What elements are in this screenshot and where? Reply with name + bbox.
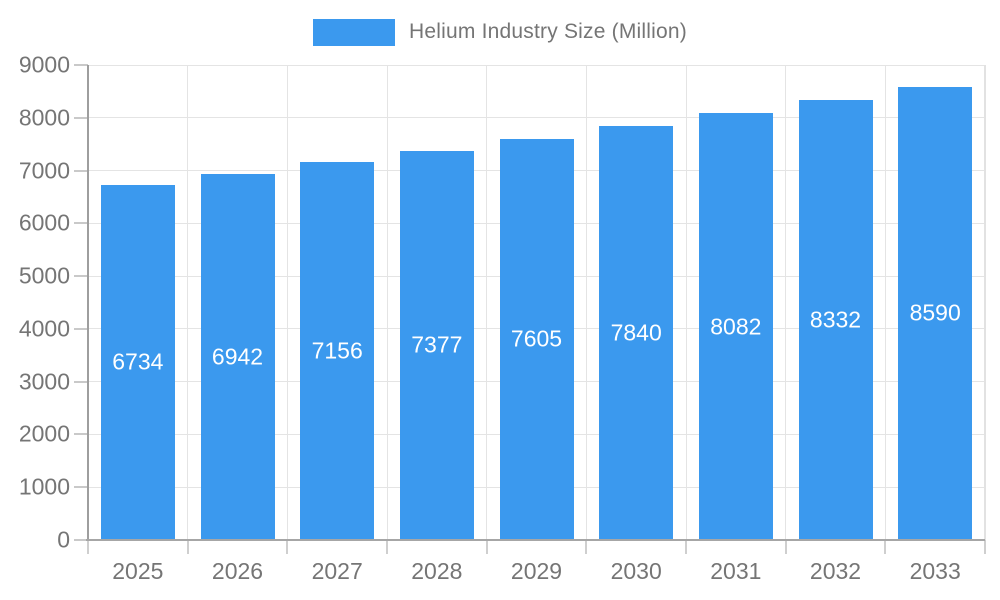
y-axis-label: 4000 bbox=[18, 315, 70, 342]
y-axis-label: 8000 bbox=[18, 104, 70, 131]
plot-border bbox=[984, 65, 986, 540]
bar-value-label: 7605 bbox=[510, 325, 563, 352]
x-axis-tick bbox=[984, 540, 986, 554]
x-axis-label-2033: 2033 bbox=[909, 558, 961, 584]
bar-2030[interactable]: 7840 bbox=[599, 126, 674, 540]
x-axis-label-2031: 2031 bbox=[710, 558, 762, 584]
bar-2025[interactable]: 6734 bbox=[100, 184, 175, 540]
y-axis-tick bbox=[74, 327, 88, 330]
bar-value-label: 7156 bbox=[311, 337, 363, 364]
y-axis-tick bbox=[74, 539, 88, 541]
x-axis-tick bbox=[685, 540, 687, 554]
bar-2028[interactable]: 7377 bbox=[399, 150, 474, 540]
gridline bbox=[187, 65, 189, 540]
x-axis-label-2030: 2030 bbox=[610, 558, 662, 584]
gridline bbox=[785, 65, 787, 540]
y-axis-label: 3000 bbox=[18, 368, 70, 395]
y-axis-tick bbox=[74, 222, 88, 225]
bar-2029[interactable]: 7605 bbox=[499, 138, 574, 540]
y-axis-tick bbox=[74, 486, 88, 489]
x-axis-tick bbox=[87, 540, 89, 554]
y-axis-label: 0 bbox=[57, 526, 70, 553]
x-axis-tick bbox=[585, 540, 588, 554]
x-axis-label-2028: 2028 bbox=[411, 558, 463, 584]
gridline bbox=[685, 65, 687, 540]
y-axis-tick bbox=[74, 64, 88, 66]
x-axis-label-2026: 2026 bbox=[211, 558, 264, 584]
bar-value-label: 8332 bbox=[809, 306, 862, 333]
y-axis-tick bbox=[74, 380, 88, 383]
y-axis-line bbox=[87, 65, 89, 540]
y-axis-label: 5000 bbox=[18, 262, 70, 289]
bar-value-label: 7377 bbox=[411, 331, 463, 358]
x-axis-tick bbox=[485, 540, 488, 554]
bar-2027[interactable]: 7156 bbox=[300, 162, 375, 540]
bar-2032[interactable]: 8332 bbox=[798, 100, 873, 540]
x-axis-label-2032: 2032 bbox=[809, 558, 862, 584]
x-axis-tick bbox=[884, 540, 887, 554]
y-axis-label: 7000 bbox=[18, 157, 70, 184]
gridline bbox=[386, 65, 388, 540]
x-axis-label-2025: 2025 bbox=[112, 558, 164, 584]
gridline bbox=[585, 65, 587, 540]
x-axis-line bbox=[86, 539, 985, 541]
y-axis-tick bbox=[74, 169, 88, 172]
bar-value-label: 8590 bbox=[909, 299, 961, 326]
bar-2033[interactable]: 8590 bbox=[898, 86, 973, 540]
bar-value-label: 8082 bbox=[710, 313, 762, 340]
gridline bbox=[88, 117, 985, 119]
y-axis-label: 6000 bbox=[18, 209, 70, 236]
y-axis-label: 1000 bbox=[18, 473, 70, 500]
gridline bbox=[486, 65, 488, 540]
x-axis-label-2029: 2029 bbox=[510, 558, 563, 584]
bar-2026[interactable]: 6942 bbox=[200, 173, 275, 540]
gridline bbox=[884, 65, 886, 540]
x-axis-tick bbox=[286, 540, 289, 554]
y-axis-tick bbox=[74, 433, 88, 436]
bar-2031[interactable]: 8082 bbox=[698, 113, 773, 540]
y-axis-label: 9000 bbox=[18, 51, 70, 78]
x-axis-label-2027: 2027 bbox=[311, 558, 363, 584]
gridline bbox=[88, 64, 985, 66]
y-axis-label: 2000 bbox=[18, 420, 70, 447]
x-axis-tick bbox=[784, 540, 787, 554]
legend[interactable]: Helium Industry Size (Million) bbox=[0, 17, 1000, 47]
y-axis-tick bbox=[74, 116, 88, 119]
legend-swatch bbox=[313, 18, 396, 46]
y-axis-tick bbox=[74, 275, 88, 278]
gridline bbox=[286, 65, 288, 540]
x-axis-tick bbox=[386, 540, 388, 554]
bar-value-label: 6942 bbox=[211, 343, 264, 370]
plot-area: 0 1000 2000 3000 4000 5000 6000 7000 8000 9000 673… bbox=[19, 52, 986, 584]
x-axis-tick bbox=[186, 540, 189, 554]
bar-value-label: 7840 bbox=[610, 319, 662, 346]
legend-label: Helium Industry Size (Million) bbox=[409, 20, 687, 43]
bar-value-label: 6734 bbox=[112, 348, 164, 375]
